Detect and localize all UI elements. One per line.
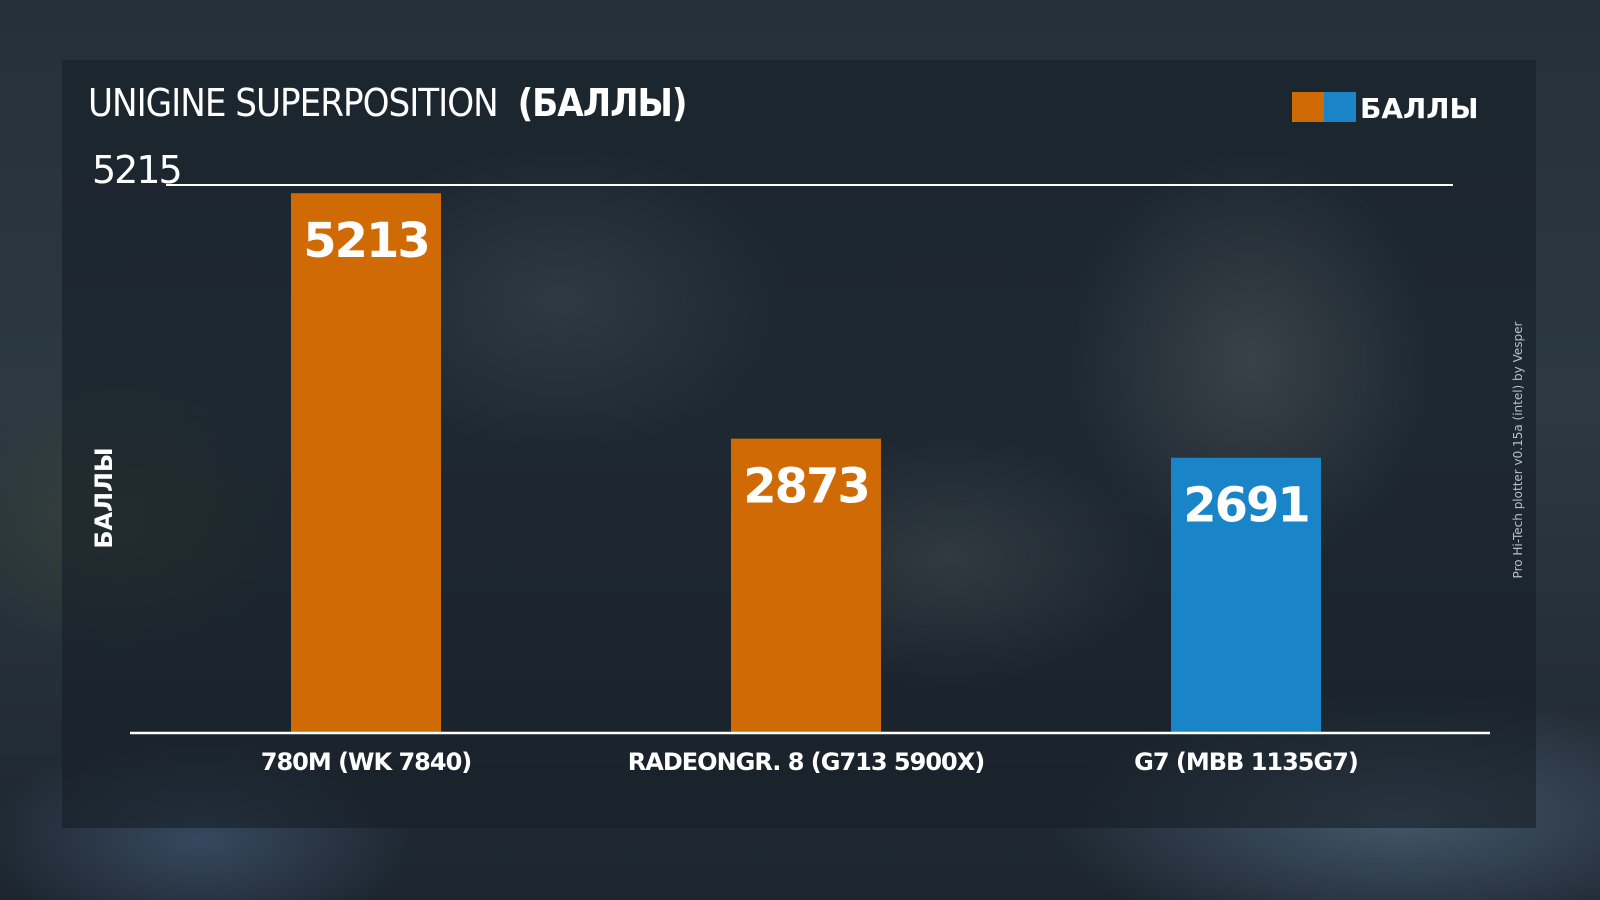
legend-swatch-blue: [1324, 92, 1356, 122]
y-axis-label: БАЛЛЫ: [90, 447, 118, 549]
legend-label: БАЛЛЫ: [1360, 92, 1479, 125]
bars-group: 5213 2873 2691: [291, 193, 1321, 732]
bar-value-label-1: 5213: [303, 213, 429, 269]
legend: БАЛЛЫ: [1292, 92, 1479, 125]
category-labels: 780M (WK 7840) RADEONGR. 8 (G713 5900X) G7…: [261, 748, 1359, 776]
chart-title-suffix: (БАЛЛЫ): [518, 81, 687, 125]
category-label-1: 780M (WK 7840): [261, 748, 472, 776]
chart-title: UNIGINE SUPERPOSITION (БАЛЛЫ): [88, 81, 687, 125]
bar-2: [731, 438, 881, 732]
bar-1: [291, 193, 441, 732]
watermark: Pro Hi-Tech plotter v0.15a (intel) by Ve…: [1511, 322, 1525, 579]
category-label-2: RADEONGR. 8 (G713 5900X): [628, 748, 984, 776]
bar-value-label-3: 2691: [1183, 478, 1309, 534]
chart-title-main: UNIGINE SUPERPOSITION: [88, 81, 498, 125]
category-label-3: G7 (MBB 1135G7): [1134, 748, 1358, 776]
legend-swatch-orange: [1292, 92, 1324, 122]
bar-value-label-2: 2873: [743, 459, 869, 515]
bar-3: [1171, 457, 1321, 732]
